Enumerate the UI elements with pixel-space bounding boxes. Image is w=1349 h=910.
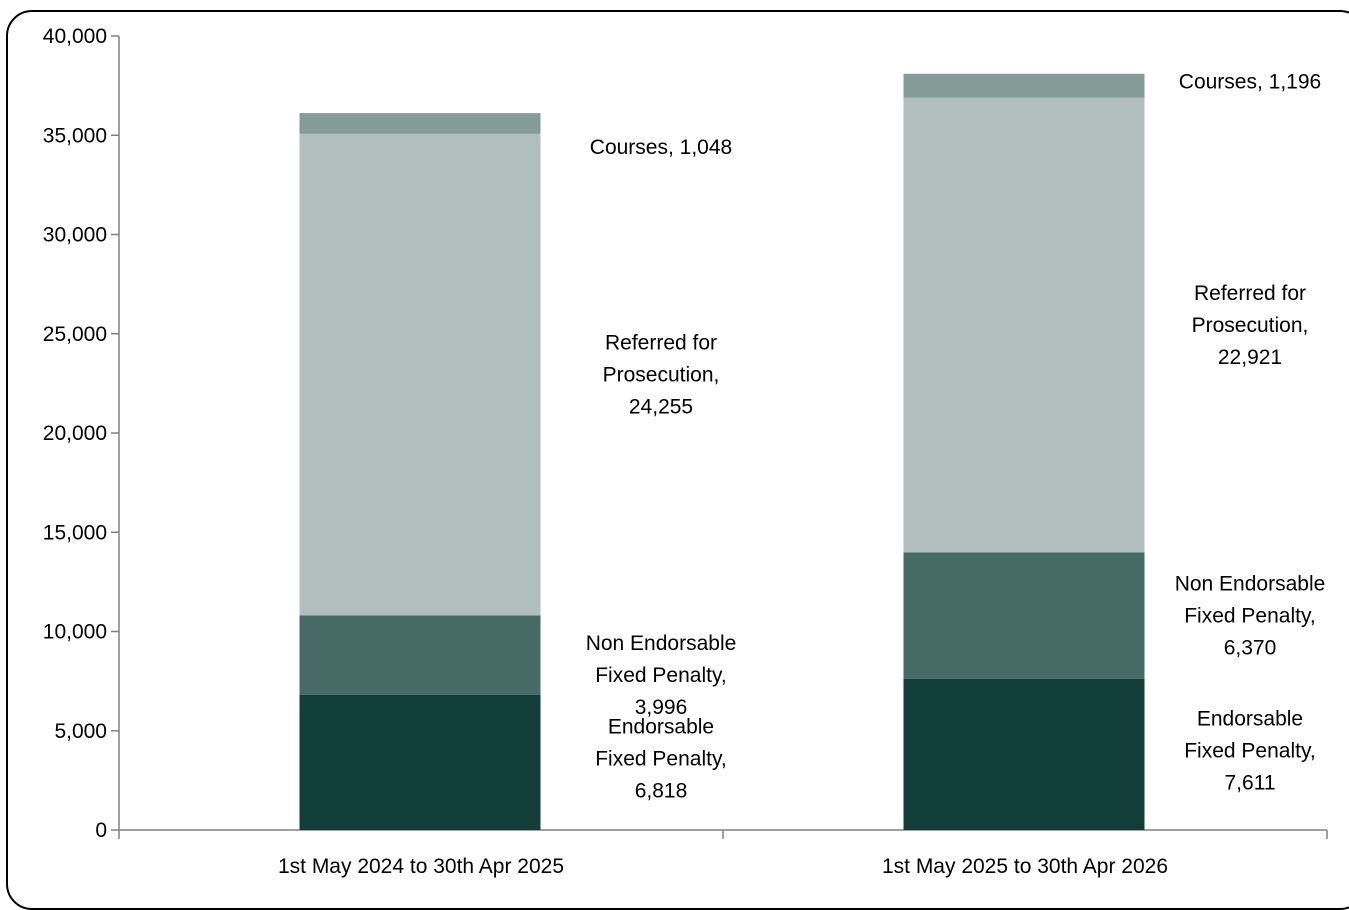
data-label: Non Endorsable Fixed Penalty, 6,370 <box>1175 573 1326 660</box>
data-label-line: Courses, 1,196 <box>1179 71 1321 94</box>
data-label-line: Courses, 1,048 <box>590 136 732 159</box>
data-label-line: Referred for <box>1194 282 1306 305</box>
data-label-line: 6,818 <box>635 779 688 802</box>
data-label: Endorsable Fixed Penalty, 7,611 <box>1184 707 1316 794</box>
y-tick-label: 5,000 <box>54 720 107 743</box>
data-label-line: Fixed Penalty, <box>595 747 727 770</box>
bar-segment <box>299 615 541 695</box>
y-tick-label: 15,000 <box>43 521 107 544</box>
bar-segment <box>903 552 1145 679</box>
data-label: Endorsable Fixed Penalty, 6,818 <box>595 715 727 802</box>
bar-segment <box>903 678 1145 830</box>
data-label-line: 24,255 <box>629 396 693 419</box>
bar-segment <box>299 133 541 616</box>
data-label: Courses, 1,196 <box>1179 71 1321 94</box>
data-label: Referred for Prosecution, 22,921 <box>1192 282 1309 369</box>
bar-segment <box>903 97 1145 553</box>
y-tick-label: 25,000 <box>43 323 107 346</box>
y-tick-label: 0 <box>95 819 107 842</box>
data-label-line: Non Endorsable <box>586 632 737 655</box>
y-tick-label: 30,000 <box>43 224 107 247</box>
data-label-line: 3,996 <box>635 696 688 719</box>
bar-segment <box>299 113 541 134</box>
data-label: Courses, 1,048 <box>590 136 732 159</box>
data-label-line: 22,921 <box>1218 346 1282 369</box>
data-label-line: Prosecution, <box>1192 314 1309 337</box>
data-label-line: Non Endorsable <box>1175 573 1326 596</box>
data-label-line: Endorsable <box>1197 707 1303 730</box>
data-label-line: Fixed Penalty, <box>1184 605 1316 628</box>
data-labels: Endorsable Fixed Penalty, 6,818 Non Endorsa… <box>586 71 1326 803</box>
bars <box>299 73 1145 830</box>
data-label: Referred for Prosecution, 24,255 <box>603 332 720 419</box>
bar-segment <box>903 73 1145 98</box>
data-label-line: 6,370 <box>1224 637 1277 660</box>
data-label-line: Prosecution, <box>603 364 720 387</box>
y-tick-label: 10,000 <box>43 621 107 644</box>
x-tick-label: 1st May 2025 to 30th Apr 2026 <box>882 855 1168 878</box>
data-label-line: 7,611 <box>1225 771 1276 794</box>
y-tick-label: 35,000 <box>43 124 107 147</box>
data-label-line: Fixed Penalty, <box>1184 739 1316 762</box>
data-label-line: Referred for <box>605 332 717 355</box>
data-label-line: Fixed Penalty, <box>595 664 727 687</box>
bar-segment <box>299 694 541 830</box>
y-tick-label: 20,000 <box>43 422 107 445</box>
axes: 0 5,000 10,000 15,000 20,000 25,000 30,000 35,0… <box>43 25 1328 878</box>
y-tick-label: 40,000 <box>43 25 107 48</box>
data-label: Non Endorsable Fixed Penalty, 3,996 <box>586 632 737 719</box>
x-tick-label: 1st May 2024 to 30th Apr 2025 <box>278 855 564 878</box>
data-label-line: Endorsable <box>608 715 714 738</box>
